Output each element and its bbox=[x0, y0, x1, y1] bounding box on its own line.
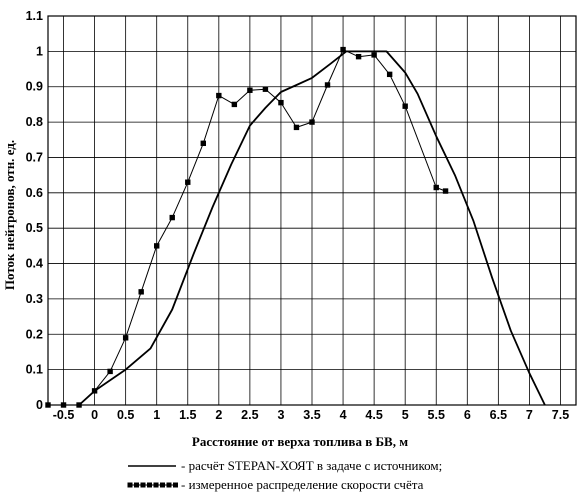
measured-point bbox=[201, 141, 206, 146]
legend-label-measured: - измеренное распределение скорости счёт… bbox=[181, 477, 424, 492]
x-tick-label: 2.5 bbox=[241, 408, 258, 422]
measured-point bbox=[309, 119, 314, 124]
legend-marker bbox=[160, 483, 165, 488]
y-tick-label: 0.7 bbox=[26, 150, 43, 164]
y-tick-label: 1.1 bbox=[26, 9, 43, 23]
y-tick-label: 0 bbox=[36, 398, 43, 412]
measured-point bbox=[340, 47, 345, 52]
y-axis-ticks: 0 0.1 0.2 0.3 0.4 0.5 0.6 0.7 0.8 0.9 1 1.1 bbox=[26, 9, 43, 412]
x-tick-label: 7 bbox=[526, 408, 533, 422]
measured-point bbox=[45, 402, 50, 407]
measured-point bbox=[232, 102, 237, 107]
x-tick-label: 6.5 bbox=[490, 408, 507, 422]
x-tick-label: 6 bbox=[464, 408, 471, 422]
legend-marker bbox=[141, 483, 146, 488]
measured-point bbox=[154, 243, 159, 248]
measured-point bbox=[434, 185, 439, 190]
x-tick-label: 1 bbox=[153, 408, 160, 422]
y-tick-label: 0.3 bbox=[26, 292, 43, 306]
measured-point bbox=[356, 54, 361, 59]
y-tick-label: 1 bbox=[36, 44, 43, 58]
x-tick-label: 0 bbox=[91, 408, 98, 422]
y-tick-label: 0.5 bbox=[26, 221, 43, 235]
y-tick-label: 0.8 bbox=[26, 115, 43, 129]
measured-point bbox=[185, 180, 190, 185]
legend-marker bbox=[134, 483, 139, 488]
measured-curve bbox=[48, 50, 446, 405]
y-tick-label: 0.6 bbox=[26, 186, 43, 200]
y-tick-label: 0.4 bbox=[26, 257, 43, 271]
x-tick-label: 4 bbox=[340, 408, 347, 422]
measured-point bbox=[138, 289, 143, 294]
y-tick-label: 0.9 bbox=[26, 80, 43, 94]
series-layer bbox=[45, 47, 545, 408]
measured-point bbox=[278, 100, 283, 105]
measured-point bbox=[92, 388, 97, 393]
x-tick-label: 0.5 bbox=[117, 408, 134, 422]
measured-point bbox=[402, 103, 407, 108]
measured-point bbox=[247, 88, 252, 93]
x-tick-label: 4.5 bbox=[365, 408, 382, 422]
measured-point bbox=[387, 72, 392, 77]
measured-point bbox=[216, 93, 221, 98]
x-tick-label: 5.5 bbox=[428, 408, 445, 422]
legend-marker bbox=[128, 483, 133, 488]
y-axis-label: Поток нейтронов, отн. ед. bbox=[2, 140, 17, 290]
x-tick-label: -0.5 bbox=[53, 408, 75, 422]
measured-point bbox=[371, 52, 376, 57]
legend-marker bbox=[167, 483, 172, 488]
legend-marker bbox=[173, 483, 178, 488]
x-tick-label: 3.5 bbox=[303, 408, 320, 422]
x-tick-label: 3 bbox=[277, 408, 284, 422]
x-tick-label: 7.5 bbox=[552, 408, 569, 422]
x-tick-label: 2 bbox=[215, 408, 222, 422]
grid-lines bbox=[48, 16, 576, 405]
y-tick-label: 0.2 bbox=[26, 327, 43, 341]
measured-point bbox=[325, 82, 330, 87]
measured-point bbox=[107, 369, 112, 374]
x-axis-label: Расстояние от верха топлива в БВ, м bbox=[192, 434, 408, 449]
measured-point bbox=[170, 215, 175, 220]
legend: - расчёт STEPAN-ХОЯТ в задаче с источник… bbox=[128, 458, 443, 492]
measured-point bbox=[443, 188, 448, 193]
legend-marker bbox=[147, 483, 152, 488]
x-tick-label: 5 bbox=[402, 408, 409, 422]
x-axis-ticks: -0.5 0 0.5 1 1.5 2 2.5 3 3.5 4 4.5 5 5.5 6 6.5 7 7.5 bbox=[53, 408, 569, 422]
legend-label-calculated: - расчёт STEPAN-ХОЯТ в задаче с источник… bbox=[181, 458, 442, 473]
measured-point bbox=[76, 402, 81, 407]
y-tick-label: 0.1 bbox=[26, 363, 43, 377]
x-tick-label: 1.5 bbox=[179, 408, 196, 422]
measured-point bbox=[294, 125, 299, 130]
legend-marker bbox=[154, 483, 159, 488]
measured-point bbox=[61, 402, 66, 407]
measured-point bbox=[123, 335, 128, 340]
measured-point bbox=[263, 87, 268, 92]
